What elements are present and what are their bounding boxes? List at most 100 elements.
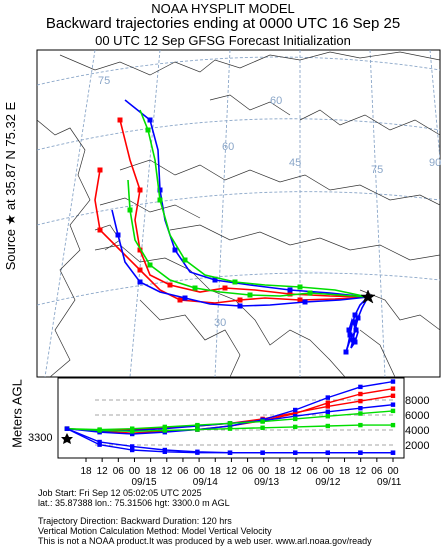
trajectory-marker <box>297 284 303 290</box>
lon-label-60: 60 <box>270 95 282 107</box>
vertical-profile-marker <box>390 402 396 407</box>
trajectory-marker <box>232 279 238 285</box>
date-label: 09/11 <box>377 477 402 488</box>
time-tick-label: 12 <box>161 466 173 477</box>
vertical-profile-marker <box>358 450 363 455</box>
vertical-profile-marker <box>390 408 396 414</box>
time-tick-label: 12 <box>355 466 367 477</box>
trajectory-marker <box>157 197 163 203</box>
trajectory-marker <box>172 247 178 253</box>
source-star-icon <box>360 289 376 304</box>
date-label: 09/14 <box>193 477 218 488</box>
lat-label-30: 30 <box>214 317 226 329</box>
vertical-profile-marker <box>195 422 200 428</box>
time-tick-label: 06 <box>371 466 383 477</box>
vertical-profile-marker <box>130 444 135 449</box>
vertical-profile-marker <box>390 386 396 391</box>
disclaimer: This is not a NOAA product.It was produc… <box>38 536 372 546</box>
time-tick-label: 06 <box>307 466 319 477</box>
source-coords: lat.: 35.87388 lon.: 75.31506 hgt: 3300.… <box>38 498 230 508</box>
trajectory-marker <box>192 285 198 291</box>
vertical-profile-marker <box>293 450 298 455</box>
model-name: NOAA HYSPLIT MODEL <box>151 1 295 16</box>
map-area <box>37 50 440 377</box>
vertical-profile-marker <box>260 425 265 430</box>
vertical-profile-marker <box>64 426 70 431</box>
trajectory-marker <box>157 187 163 193</box>
vertical-profile-marker <box>390 379 396 384</box>
height-tick-6000: 6000 <box>405 410 429 422</box>
vertical-profile-marker <box>195 449 200 454</box>
trajectory-marker <box>287 291 293 297</box>
vertical-profile-marker <box>130 447 135 453</box>
trajectory-marker <box>182 257 188 263</box>
trajectory-marker <box>352 339 358 345</box>
vertical-profile-marker <box>358 422 363 428</box>
vertical-profile-marker <box>325 423 330 429</box>
trajectory-marker <box>297 297 303 303</box>
trajectory-line <box>345 296 369 353</box>
trajectory-marker <box>127 207 133 213</box>
trajectory-marker <box>287 287 293 293</box>
job-start: Job Start: Fri Sep 12 05:02:05 UTC 2025 <box>38 488 202 498</box>
vertical-profile-marker <box>293 414 298 419</box>
trajectory-paths <box>94 99 371 355</box>
trajectory-marker <box>97 167 103 173</box>
vertical-profile-marker <box>162 428 167 433</box>
date-label: 09/13 <box>254 477 279 488</box>
trajectory-marker <box>351 319 357 325</box>
vertical-profile-marker <box>358 398 363 404</box>
trajectory-marker <box>355 315 361 321</box>
trajectory-line <box>111 209 369 307</box>
date-label: 09/15 <box>131 477 156 488</box>
vertical-profile-marker <box>358 391 363 397</box>
trajectory-marker <box>182 295 188 301</box>
time-tick-label: 00 <box>129 466 141 477</box>
vertical-profile-marker <box>227 421 233 426</box>
time-tick-label: 06 <box>113 466 125 477</box>
trajectory-marker <box>137 247 143 253</box>
vertical-profile-marker <box>97 439 102 445</box>
vertical-profile-marker <box>293 416 298 422</box>
time-tick-label: 18 <box>145 466 157 477</box>
vertical-source-star-icon <box>61 433 73 444</box>
vertical-profile-marker <box>358 384 363 390</box>
time-tick-label: 18 <box>339 466 351 477</box>
time-tick-label: 18 <box>210 466 222 477</box>
trajectory-marker <box>237 303 243 309</box>
vertical-profile-marker <box>325 409 330 414</box>
vertical-profile-marker <box>358 411 363 416</box>
trajectory-marker <box>302 299 308 305</box>
vertical-profile-marker <box>130 431 135 437</box>
vertical-profile-marker <box>130 426 135 431</box>
trajectory-marker <box>353 327 359 333</box>
vertical-profiles <box>64 379 396 455</box>
time-tick-label: 18 <box>80 466 92 477</box>
time-tick-label: 12 <box>290 466 302 477</box>
vertical-profile-marker <box>227 450 233 455</box>
lat-label-75: 75 <box>98 75 110 87</box>
trajectory-marker <box>137 279 143 285</box>
trajectory-marker <box>147 117 153 123</box>
trajectory-marker <box>307 290 313 296</box>
trajectory-marker <box>237 297 243 303</box>
vertical-profile-marker <box>227 426 233 431</box>
lon-label-90: 90 <box>429 157 441 169</box>
time-tick-label: 00 <box>387 466 399 477</box>
vertical-profile-marker <box>260 450 265 455</box>
trajectory-marker <box>117 117 123 123</box>
vertical-profile-marker <box>97 442 102 447</box>
height-tick-2000: 2000 <box>405 440 429 452</box>
vertical-profile-marker <box>293 407 298 413</box>
vertical-profile-marker <box>325 395 330 400</box>
trajectory-line <box>139 109 369 298</box>
trajectory-marker <box>247 292 253 298</box>
trajectory-line <box>127 179 369 298</box>
lon-label-75: 75 <box>371 164 383 176</box>
vertical-profile-marker <box>162 424 167 430</box>
height-tick-8000: 8000 <box>405 395 429 407</box>
vertical-profile-marker <box>325 400 330 406</box>
vertical-profile-marker <box>293 410 298 415</box>
trajectory-marker <box>346 327 352 333</box>
vertical-profile-marker <box>130 429 135 434</box>
